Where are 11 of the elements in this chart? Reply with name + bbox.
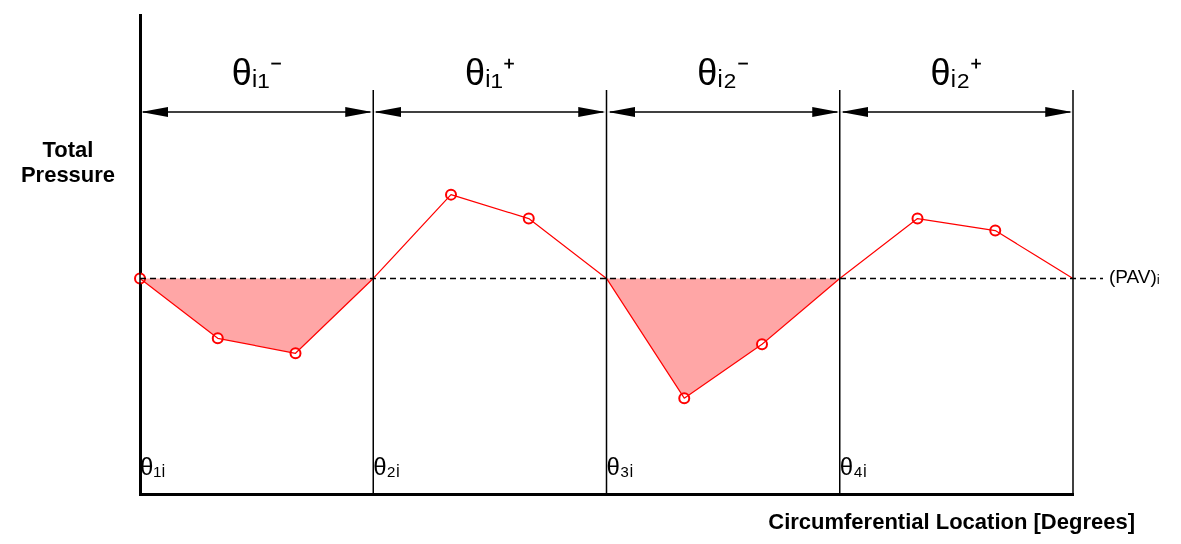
ref-line-label: (PAV)ᵢ — [1109, 266, 1160, 288]
text: θᵢ₁⁺ — [464, 52, 515, 93]
y-axis-title: Total Pressure — [19, 137, 117, 188]
text: θᵢ₁⁻ — [231, 52, 282, 93]
x-tick-label: θ₄ᵢ — [839, 453, 867, 481]
text: θᵢ₂⁺ — [930, 52, 983, 93]
x-axis-title: Circumferential Location [Degrees] — [768, 509, 1135, 534]
x-tick-label: θ₂ᵢ — [373, 453, 400, 481]
x-tick-label: θ₁ᵢ — [140, 453, 166, 481]
text: θᵢ₂⁻ — [697, 52, 749, 93]
x-tick-label: θ₃ᵢ — [606, 453, 634, 481]
